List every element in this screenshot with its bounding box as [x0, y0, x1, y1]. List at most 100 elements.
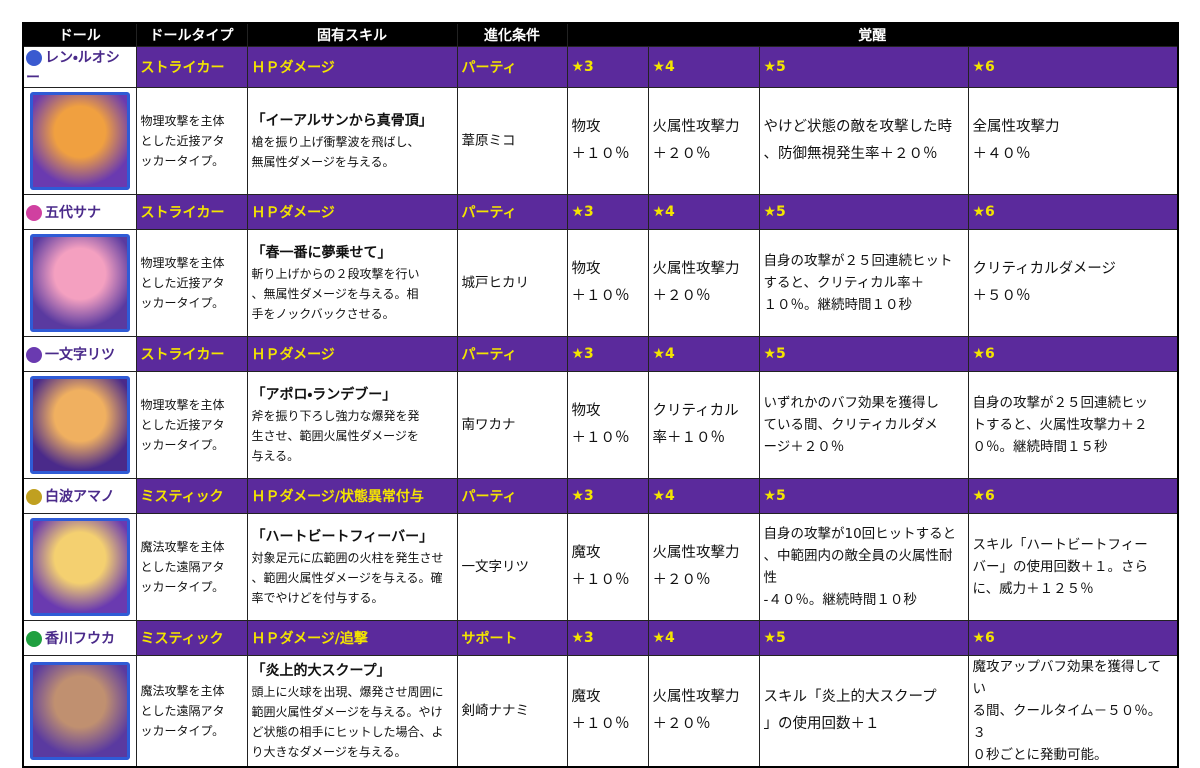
doll-band-row: 白波アマノ ミスティック ＨＰダメージ/状態異常付与 パーティ ★3 ★4 ★5 ★6: [22, 478, 1179, 514]
doll-band-row: レン・ルオシー ストライカー ＨＰダメージ パーティ ★3 ★4 ★5 ★6: [22, 46, 1179, 88]
header-cell: 進化条件: [456, 22, 568, 47]
header-cell: 覚醒: [566, 22, 1179, 47]
star-level: ★4: [647, 620, 760, 656]
star-level: ★5: [758, 46, 969, 88]
star-level: ★5: [758, 620, 969, 656]
skill-name: 「炎上的大スクープ」: [251, 663, 391, 679]
doll-icon: [26, 205, 42, 221]
condition: パーティ: [456, 336, 568, 372]
portrait: [29, 662, 130, 760]
skill-cell: 「イーアルサンから真骨頂」槍を振り上げ衝撃波を飛ばし、 無属性ダメージを与える。: [246, 87, 458, 195]
portrait-cell: [22, 513, 137, 621]
awakening-effect: 魔攻 ＋１０％: [566, 513, 649, 621]
description: 魔法攻撃を主体 とした遠隔アタ ッカータイプ。: [135, 655, 248, 768]
doll-icon: [26, 347, 42, 363]
skill-name: 「春一番に夢乗せて」: [251, 245, 392, 261]
doll-name-cell: 香川フウカ: [22, 620, 137, 656]
header-cell: ドールタイプ: [135, 22, 248, 47]
doll-table: ドール ドールタイプ 固有スキル 進化条件 覚醒 レン・ルオシー ストライカー ＨＰダメージ…: [22, 22, 1179, 768]
doll-band-row: 一文字リツ ストライカー ＨＰダメージ パーティ ★3 ★4 ★5 ★6: [22, 336, 1179, 372]
awakening-effect: いずれかのバフ効果を獲得し ている間、クリティカルダメ ージ＋２０％: [758, 371, 969, 479]
doll-type: ストライカー: [135, 336, 248, 372]
awakening-effect: 自身の攻撃が10回ヒットすると 、中範囲内の敵全員の火属性耐性 -４０％。継続時…: [758, 513, 969, 621]
doll-name: 香川フウカ: [45, 631, 115, 647]
star-level: ★6: [967, 46, 1179, 88]
doll-body-row: 魔法攻撃を主体 とした遠隔アタ ッカータイプ。 「炎上的大スクープ」頭上に火球を出…: [22, 655, 1179, 768]
star-level: ★6: [967, 478, 1179, 514]
partner: 一文字リツ: [456, 513, 568, 621]
star-level: ★6: [967, 620, 1179, 656]
portrait: [29, 518, 130, 616]
skill-text: 対象足元に広範囲の火柱を発生させ 、範囲火属性ダメージを与える。確 率でやけどを…: [251, 551, 444, 605]
damage-type: ＨＰダメージ/追撃: [246, 620, 458, 656]
doll-body-row: 魔法攻撃を主体 とした遠隔アタ ッカータイプ。 「ハートビートフィーバー」対象足元…: [22, 513, 1179, 621]
skill-cell: 「アポロ・ランデブー」斧を振り下ろし強力な爆発を発 生させ、範囲火属性ダメージを…: [246, 371, 458, 479]
portrait-cell: [22, 87, 137, 195]
doll-band-row: 香川フウカ ミスティック ＨＰダメージ/追撃 サポート ★3 ★4 ★5 ★6: [22, 620, 1179, 656]
partner: 葦原ミコ: [456, 87, 568, 195]
doll-name-cell: 一文字リツ: [22, 336, 137, 372]
skill-text: 槍を振り上げ衝撃波を飛ばし、 無属性ダメージを与える。: [251, 135, 420, 169]
skill-name: 「アポロ・ランデブー」: [251, 387, 397, 403]
skill-text: 斧を振り下ろし強力な爆発を発 生させ、範囲火属性ダメージを 与える。: [251, 409, 420, 463]
doll-name-cell: レン・ルオシー: [22, 46, 137, 88]
doll-icon: [26, 489, 42, 505]
condition: パーティ: [456, 46, 568, 88]
portrait-cell: [22, 655, 137, 768]
doll-name: 一文字リツ: [45, 347, 115, 363]
star-level: ★4: [647, 336, 760, 372]
doll-type: ミスティック: [135, 478, 248, 514]
awakening-effect: 火属性攻撃力 ＋２０％: [647, 229, 760, 337]
description: 物理攻撃を主体 とした近接アタ ッカータイプ。: [135, 87, 248, 195]
portrait: [29, 92, 130, 190]
star-level: ★5: [758, 194, 969, 230]
doll-name-cell: 白波アマノ: [22, 478, 137, 514]
condition: パーティ: [456, 194, 568, 230]
star-level: ★4: [647, 478, 760, 514]
doll-icon: [26, 631, 42, 647]
header-cell: 固有スキル: [246, 22, 458, 47]
doll-icon: [26, 50, 42, 66]
awakening-effect: 魔攻アップバフ効果を獲得してい る間、クールタイム－５０％。３ ０秒ごとに発動可…: [967, 655, 1179, 768]
description: 魔法攻撃を主体 とした遠隔アタ ッカータイプ。: [135, 513, 248, 621]
doll-band-row: 五代サナ ストライカー ＨＰダメージ パーティ ★3 ★4 ★5 ★6: [22, 194, 1179, 230]
partner: 剣崎ナナミ: [456, 655, 568, 768]
header-row: ドール ドールタイプ 固有スキル 進化条件 覚醒: [22, 22, 1179, 47]
skill-name: 「イーアルサンから真骨頂」: [251, 113, 433, 129]
portrait: [29, 376, 130, 474]
star-level: ★3: [566, 620, 649, 656]
star-level: ★3: [566, 336, 649, 372]
awakening-effect: 魔攻 ＋１０％: [566, 655, 649, 768]
portrait-cell: [22, 229, 137, 337]
star-level: ★5: [758, 478, 969, 514]
awakening-effect: 物攻 ＋１０％: [566, 229, 649, 337]
doll-body-row: 物理攻撃を主体 とした近接アタ ッカータイプ。 「イーアルサンから真骨頂」槍を振り…: [22, 87, 1179, 195]
star-level: ★4: [647, 46, 760, 88]
star-level: ★3: [566, 46, 649, 88]
condition: サポート: [456, 620, 568, 656]
awakening-effect: やけど状態の敵を攻撃した時 、防御無視発生率＋２０％: [758, 87, 969, 195]
skill-text: 頭上に火球を出現、爆発させ周囲に 範囲火属性ダメージを与える。やけ ど状態の相手…: [251, 685, 444, 759]
awakening-effect: スキル「ハートビートフィー バー」の使用回数＋１。さら に、威力＋１２５％: [967, 513, 1179, 621]
star-level: ★6: [967, 194, 1179, 230]
doll-name: 白波アマノ: [45, 489, 115, 505]
awakening-effect: クリティカルダメージ ＋５０％: [967, 229, 1179, 337]
skill-cell: 「炎上的大スクープ」頭上に火球を出現、爆発させ周囲に 範囲火属性ダメージを与える…: [246, 655, 458, 768]
damage-type: ＨＰダメージ: [246, 336, 458, 372]
skill-text: 斬り上げからの２段攻撃を行い 、無属性ダメージを与える。相 手をノックバックさせ…: [251, 267, 420, 321]
skill-name: 「ハートビートフィーバー」: [251, 529, 434, 545]
partner: 南ワカナ: [456, 371, 568, 479]
skill-cell: 「春一番に夢乗せて」斬り上げからの２段攻撃を行い 、無属性ダメージを与える。相 …: [246, 229, 458, 337]
doll-body-row: 物理攻撃を主体 とした近接アタ ッカータイプ。 「アポロ・ランデブー」 斧を振り下ろ…: [22, 371, 1179, 479]
doll-type: ストライカー: [135, 194, 248, 230]
awakening-effect: 自身の攻撃が２５回連続ヒッ トすると、火属性攻撃力＋２ ０％。継続時間１５秒: [967, 371, 1179, 479]
damage-type: ＨＰダメージ: [246, 46, 458, 88]
doll-name: レン・ルオシー: [26, 50, 120, 86]
awakening-effect: 物攻 ＋１０％: [566, 87, 649, 195]
doll-body-row: 物理攻撃を主体 とした近接アタ ッカータイプ。 「春一番に夢乗せて」斬り上げからの…: [22, 229, 1179, 337]
description: 物理攻撃を主体 とした近接アタ ッカータイプ。: [135, 229, 248, 337]
damage-type: ＨＰダメージ/状態異常付与: [246, 478, 458, 514]
doll-type: ストライカー: [135, 46, 248, 88]
awakening-effect: 火属性攻撃力 ＋２０％: [647, 87, 760, 195]
